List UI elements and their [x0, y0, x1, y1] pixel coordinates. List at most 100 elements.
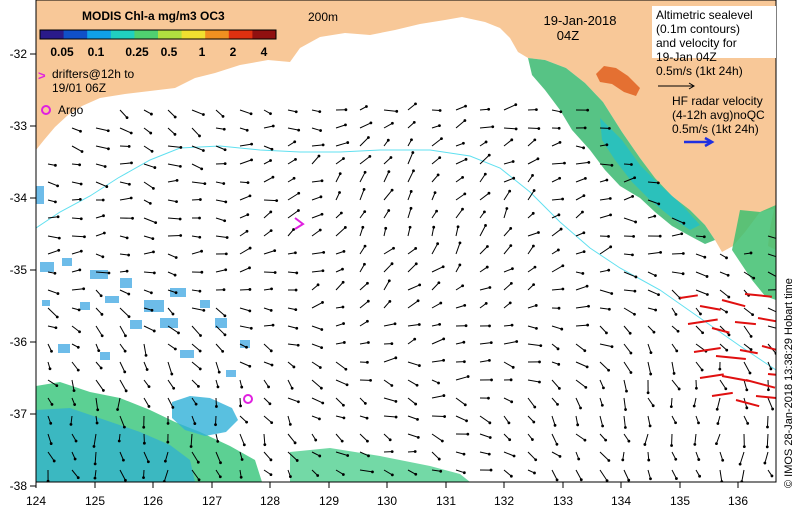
velocity-arrow-head [50, 349, 53, 353]
velocity-arrow [623, 325, 631, 334]
velocity-arrow [455, 158, 467, 165]
velocity-arrow-head [532, 283, 536, 287]
velocity-arrow-head [657, 202, 661, 206]
velocity-arrow-head [200, 167, 204, 171]
velocity-arrow-head [314, 438, 318, 442]
velocity-arrow [335, 173, 341, 183]
velocity-arrow [575, 343, 586, 352]
velocity-arrow-head [142, 476, 145, 480]
velocity-arrow [335, 341, 345, 345]
velocity-arrow-head [390, 121, 394, 125]
velocity-arrow-head [393, 322, 397, 326]
velocity-arrow-head [489, 341, 493, 345]
velocity-arrow-head [269, 112, 272, 116]
velocity-arrow-head [163, 459, 167, 463]
velocity-arrow-head [414, 472, 418, 476]
hf-radar-arrow [711, 391, 733, 397]
velocity-arrow-head [631, 253, 634, 257]
velocity-arrow [479, 173, 486, 183]
velocity-arrow-head [509, 281, 513, 285]
velocity-arrow [94, 451, 97, 464]
lat-label: -38 [10, 479, 28, 493]
argo-marker [243, 394, 253, 404]
velocity-arrow-head [267, 385, 270, 389]
velocity-arrow [167, 109, 176, 118]
velocity-arrow-head [651, 404, 655, 408]
velocity-arrow-head [676, 329, 680, 333]
velocity-arrow-head [649, 372, 653, 376]
velocity-arrow [767, 325, 776, 329]
velocity-arrow [503, 268, 513, 273]
velocity-arrow-head [442, 394, 446, 397]
velocity-arrow [119, 109, 128, 118]
velocity-arrow-head [777, 238, 780, 241]
velocity-arrow [527, 325, 537, 329]
velocity-arrow-head [363, 262, 366, 266]
velocity-arrow-head [271, 124, 275, 128]
velocity-arrow-head [390, 262, 394, 266]
velocity-arrow-head [557, 213, 561, 217]
velocity-arrow-head [124, 334, 127, 338]
velocity-arrow-head [95, 421, 99, 425]
velocity-arrow [359, 122, 372, 129]
velocity-arrow-head [363, 402, 367, 405]
velocity-arrow-head [605, 331, 608, 335]
velocity-arrow-head [778, 328, 781, 331]
velocity-arrow [287, 397, 299, 403]
velocity-arrow-head [763, 461, 767, 465]
hf-legend-line: (4-12h avg)noQC [672, 108, 765, 122]
velocity-arrow-head [438, 322, 442, 326]
velocity-arrow-head [724, 387, 728, 391]
velocity-arrow [287, 158, 296, 165]
velocity-arrow-head [198, 216, 201, 220]
velocity-arrow [479, 246, 488, 255]
colorbar-label: 0.1 [88, 45, 105, 59]
velocity-arrow [263, 199, 277, 202]
velocity-arrow-head [677, 387, 681, 391]
velocity-arrow [47, 216, 59, 219]
velocity-arrow [743, 343, 752, 350]
velocity-arrow-head [416, 418, 419, 421]
velocity-arrow-head [670, 444, 673, 447]
velocity-arrow-head [130, 161, 133, 165]
velocity-arrow-head [539, 344, 543, 348]
velocity-arrow-head [390, 384, 394, 387]
velocity-arrow [431, 243, 439, 255]
velocity-arrow-head [458, 263, 462, 267]
velocity-arrow-head [198, 289, 202, 293]
colorbar-segment [40, 30, 65, 39]
velocity-arrow [671, 271, 684, 275]
velocity-arrow [359, 245, 366, 255]
velocity-arrow-head [681, 252, 685, 255]
velocity-arrow-head [535, 326, 538, 330]
velocity-arrow [287, 229, 294, 237]
velocity-arrow [527, 379, 540, 383]
velocity-arrow-head [436, 242, 440, 246]
velocity-arrow-head [531, 174, 534, 177]
velocity-arrow-head [152, 329, 156, 333]
velocity-arrow-head [649, 351, 653, 355]
velocity-arrow [551, 451, 561, 457]
velocity-arrow-head [249, 112, 253, 116]
velocity-arrow [119, 127, 132, 134]
velocity-arrow-head [117, 439, 121, 443]
velocity-arrow [47, 235, 60, 239]
lon-label: 134 [611, 494, 631, 508]
velocity-arrow-head [341, 280, 345, 284]
velocity-arrow-head [217, 370, 221, 374]
velocity-arrow-head [462, 360, 466, 364]
velocity-arrow-head [127, 182, 131, 186]
velocity-arrow [335, 451, 348, 456]
velocity-arrow-head [558, 140, 562, 144]
velocity-arrow-head [344, 367, 348, 371]
velocity-arrow-head [610, 163, 614, 167]
velocity-arrow [215, 307, 226, 317]
velocity-arrow [671, 289, 681, 299]
hf-legend-line: 0.5m/s (1kt 24h) [672, 122, 759, 136]
velocity-arrow [263, 211, 272, 219]
velocity-arrow-head [484, 224, 487, 227]
velocity-arrow [383, 247, 394, 255]
altimetry-legend-box [652, 6, 776, 58]
velocity-arrow-head [125, 236, 129, 240]
velocity-arrow-head [585, 284, 589, 288]
